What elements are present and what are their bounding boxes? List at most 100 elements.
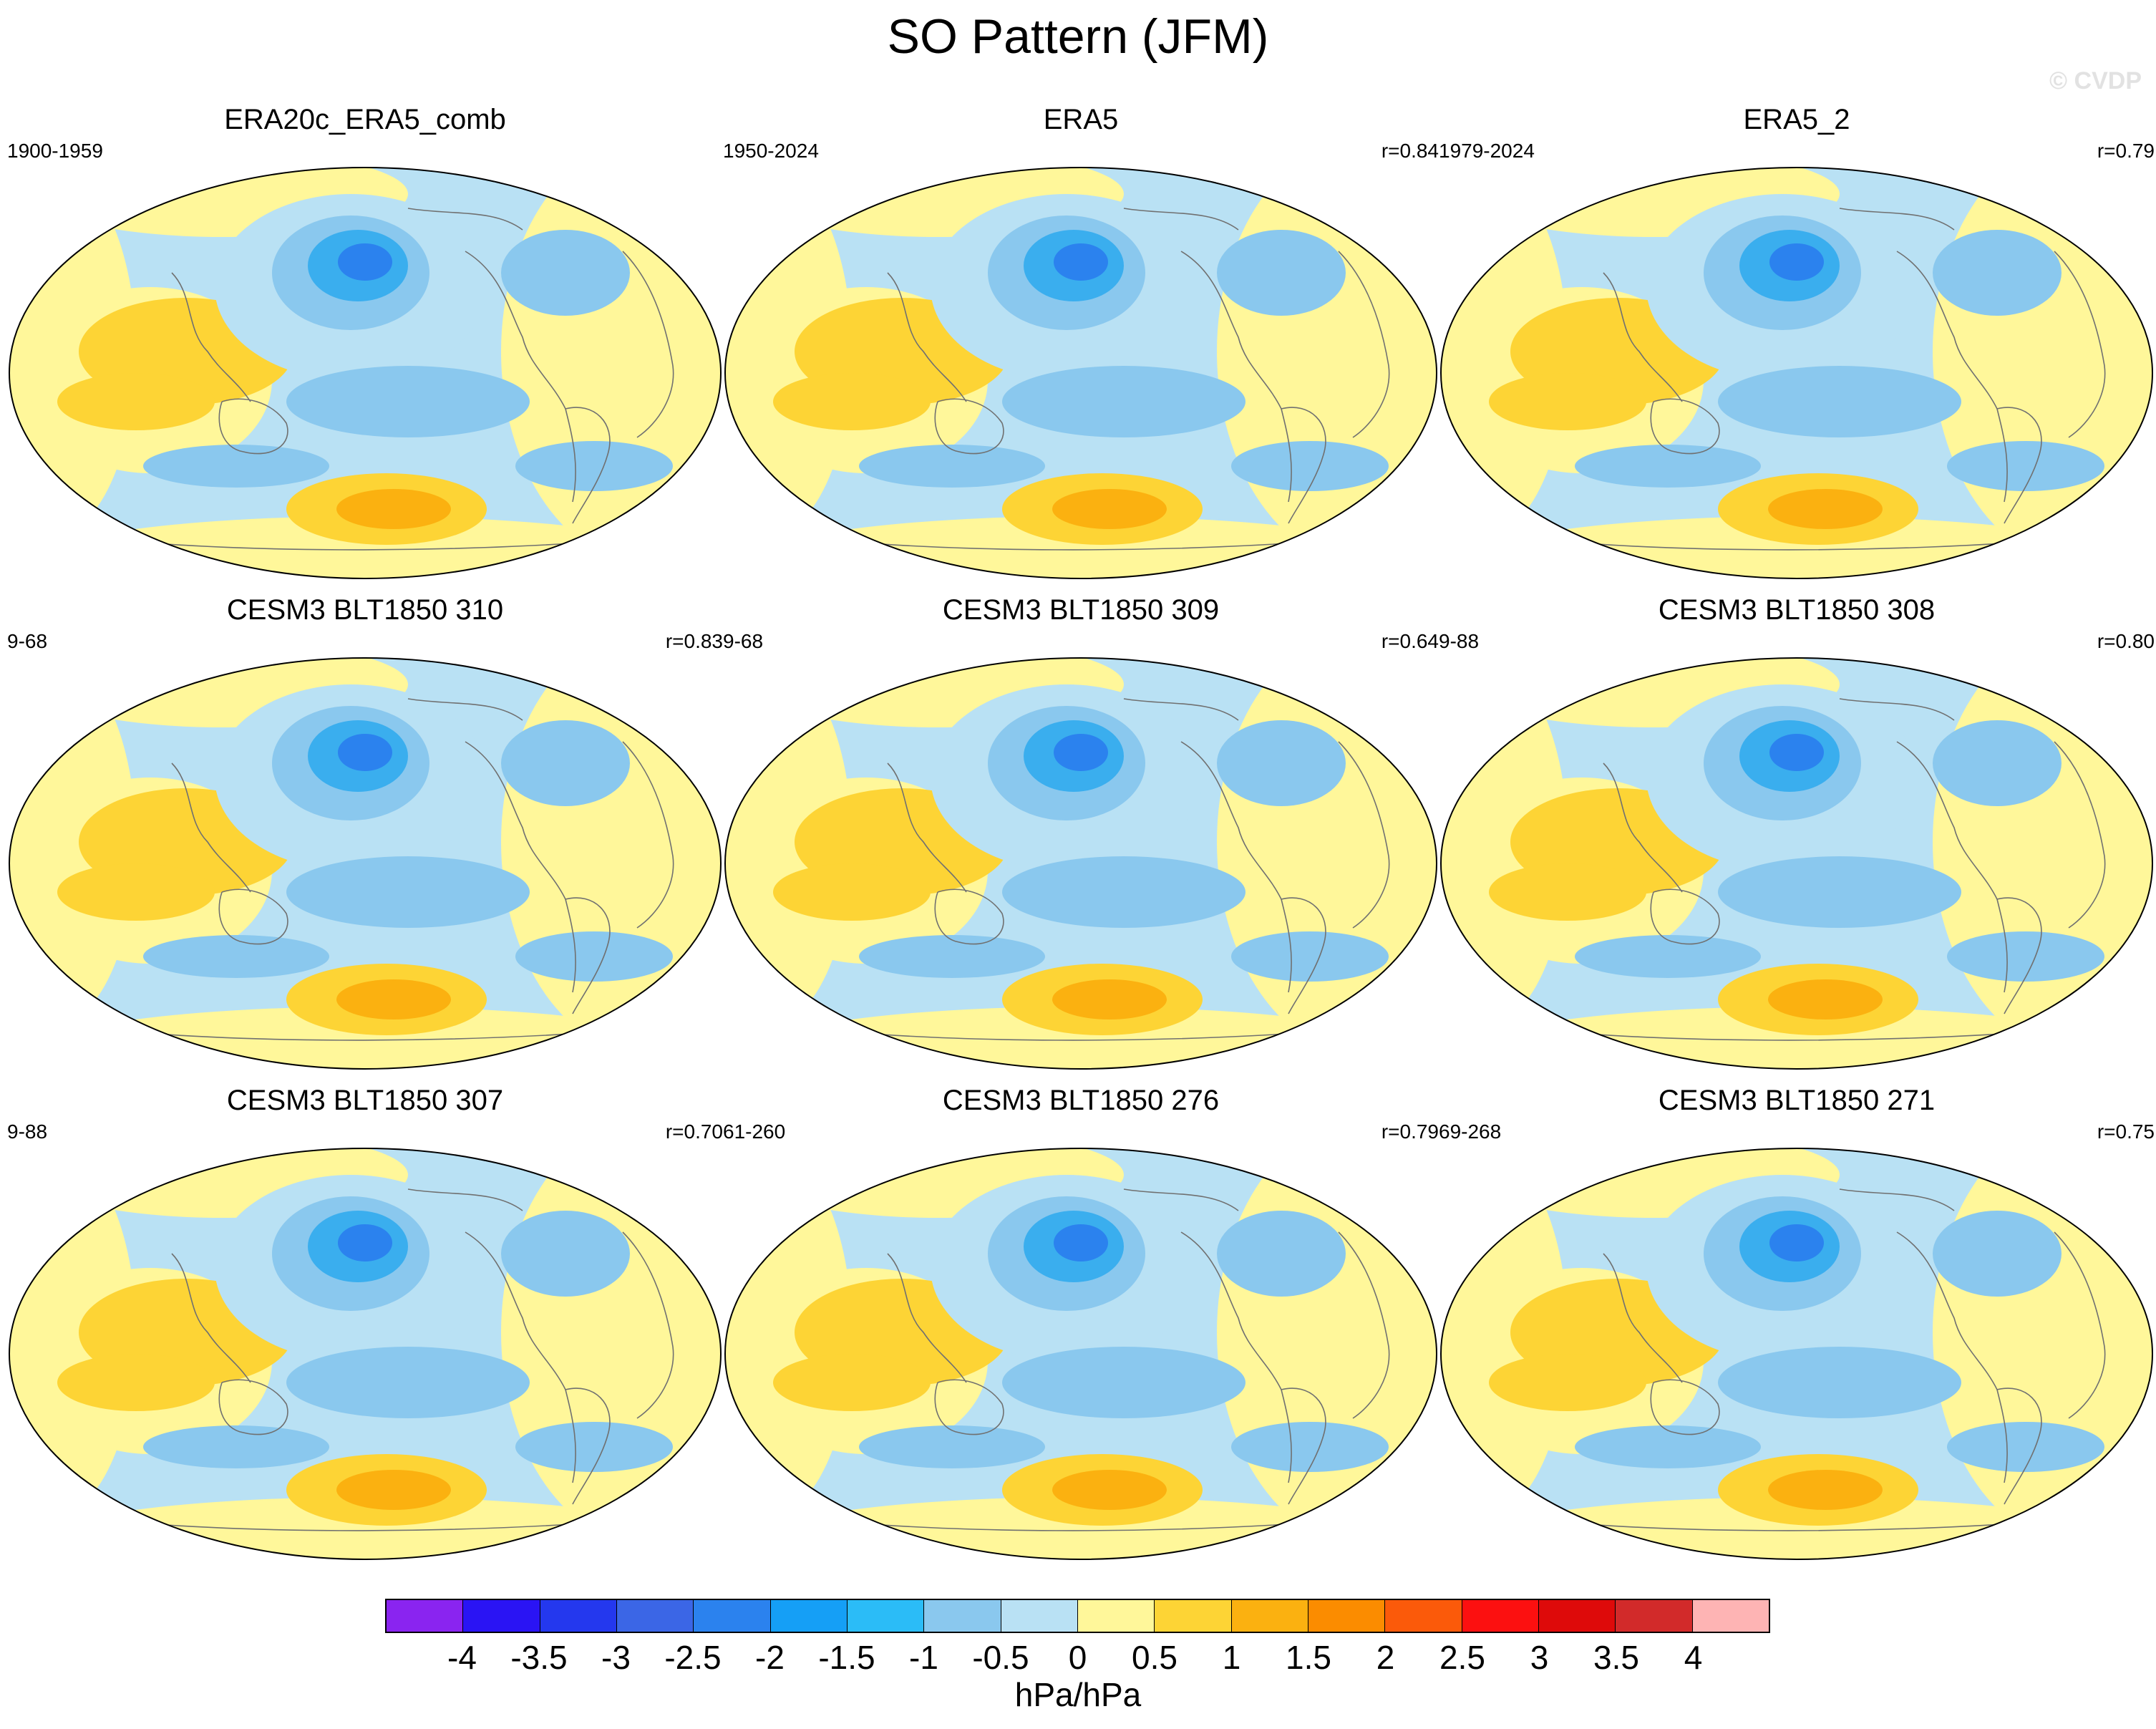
so-pattern-map — [1440, 657, 2153, 1070]
negative-anomaly-region — [1217, 1211, 1346, 1297]
negative-anomaly-core — [1769, 243, 1824, 281]
panel-era5: ERA5 1950-2024 r=0.84 — [723, 104, 1439, 583]
colorbar-swatch — [694, 1600, 771, 1632]
negative-anomaly-region — [859, 1425, 1045, 1468]
colorbar-units: hPa/hPa — [1014, 1676, 1142, 1713]
map-border — [1440, 1148, 2153, 1560]
panel-era5-2: ERA5_2 1979-2024 r=0.79 — [1439, 104, 2155, 583]
colorbar-swatch — [1538, 1600, 1616, 1632]
panel-title: CESM3 BLT1850 308 — [1658, 594, 1936, 626]
coastline — [171, 762, 251, 893]
coastline — [1996, 407, 2042, 524]
coastline — [934, 888, 1004, 945]
colorbar-tick-label: -4 — [447, 1639, 477, 1676]
coastline — [1180, 741, 1292, 993]
negative-anomaly-region — [1947, 931, 2104, 982]
map-border — [9, 167, 722, 579]
panel-correlation: r=0.79 — [2097, 140, 2155, 162]
coastline — [1123, 208, 1239, 231]
panel-title: CESM3 BLT1850 310 — [226, 594, 504, 626]
positive-anomaly-core — [1052, 979, 1167, 1020]
colorbar-tick-label: 4 — [1684, 1639, 1703, 1676]
negative-anomaly-region — [1933, 230, 2062, 316]
negative-anomaly-core — [1054, 734, 1108, 771]
colorbar-swatch — [1462, 1600, 1539, 1632]
panel-correlation: r=0.83 — [665, 630, 723, 652]
colorbar-tick-label: 2.5 — [1439, 1639, 1485, 1676]
coastline — [2054, 741, 2106, 929]
coastline — [218, 1379, 288, 1435]
coastline — [218, 888, 288, 945]
negative-anomaly-core — [338, 1224, 392, 1261]
so-pattern-map — [9, 167, 722, 579]
coastline — [934, 398, 1004, 455]
negative-anomaly-region — [1217, 720, 1346, 806]
colorbar-tick-label: 0 — [1068, 1639, 1087, 1676]
colorbar-swatch — [1231, 1600, 1308, 1632]
cvdp-watermark: © CVDP — [2049, 67, 2142, 95]
negative-anomaly-region — [1575, 445, 1761, 488]
coastline — [887, 272, 967, 402]
panel-correlation: r=0.80 — [2097, 630, 2155, 652]
colorbar-tick-label: 1.5 — [1286, 1639, 1331, 1676]
coastline — [1650, 888, 1720, 945]
panel-period: 9-68 — [723, 630, 764, 652]
colorbar-tick-label: -0.5 — [972, 1639, 1029, 1676]
colorbar-tick-label: 0.5 — [1132, 1639, 1177, 1676]
map-border — [724, 657, 1437, 1070]
panel-period: 1900-1959 — [7, 140, 103, 162]
positive-anomaly-core — [773, 373, 931, 430]
negative-anomaly-region — [859, 445, 1045, 488]
coastline — [887, 1253, 967, 1383]
colorbar-tick-label: -1 — [909, 1639, 938, 1676]
negative-anomaly-region — [286, 366, 530, 437]
negative-anomaly-region — [1231, 1422, 1389, 1472]
colorbar-swatch — [847, 1600, 925, 1632]
panel-cesm3-307: CESM3 BLT1850 307 9-88 r=0.70 — [7, 1085, 723, 1564]
coastline — [1839, 1188, 1955, 1211]
colorbar-swatch — [1385, 1600, 1462, 1632]
positive-anomaly-core — [1489, 373, 1646, 430]
negative-anomaly-region — [1718, 366, 1961, 437]
coastline — [565, 407, 611, 524]
coastline — [1123, 1188, 1239, 1211]
coastline — [1650, 1379, 1720, 1435]
negative-anomaly-core — [1769, 734, 1824, 771]
map-border — [1440, 657, 2153, 1070]
coastline — [1281, 897, 1326, 1014]
colorbar-swatch — [924, 1600, 1001, 1632]
negative-anomaly-core — [338, 243, 392, 281]
positive-anomaly-core — [773, 1354, 931, 1411]
colorbar-swatch — [540, 1600, 617, 1632]
panel-cesm3-310: CESM3 BLT1850 310 9-68 r=0.83 — [7, 594, 723, 1074]
coastline — [1180, 251, 1292, 503]
panel-period: 61-260 — [723, 1120, 786, 1143]
colorbar-swatch — [1155, 1600, 1232, 1632]
panel-correlation: r=0.70 — [665, 1120, 723, 1143]
colorbar-swatch — [1692, 1600, 1769, 1632]
map-border — [1440, 167, 2153, 579]
colorbar-swatch — [1308, 1600, 1386, 1632]
map-border — [724, 1148, 1437, 1560]
so-pattern-map — [1440, 1148, 2153, 1560]
positive-anomaly-core — [336, 979, 451, 1020]
coastline — [622, 251, 674, 438]
negative-anomaly-core — [1769, 1224, 1824, 1261]
coastline — [1281, 1387, 1326, 1505]
colorbar-tick-label: 1 — [1222, 1639, 1241, 1676]
panel-period: 9-68 — [7, 630, 48, 652]
coastline — [1650, 398, 1720, 455]
coastline — [2054, 1231, 2106, 1419]
negative-anomaly-region — [1217, 230, 1346, 316]
coastline — [1603, 1253, 1683, 1383]
panel-cesm3-309: CESM3 BLT1850 309 9-68 r=0.64 — [723, 594, 1439, 1074]
coastline — [2054, 251, 2106, 438]
panel-era20c-era5-comb: ERA20c_ERA5_comb 1900-1959 — [7, 104, 723, 583]
map-border — [9, 1148, 722, 1560]
coastline — [1603, 762, 1683, 893]
negative-anomaly-core — [338, 734, 392, 771]
positive-anomaly-region — [21, 1497, 709, 1559]
coastline — [622, 741, 674, 929]
coastline — [1338, 741, 1390, 929]
panel-cesm3-276: CESM3 BLT1850 276 61-260 r=0.79 — [723, 1085, 1439, 1564]
